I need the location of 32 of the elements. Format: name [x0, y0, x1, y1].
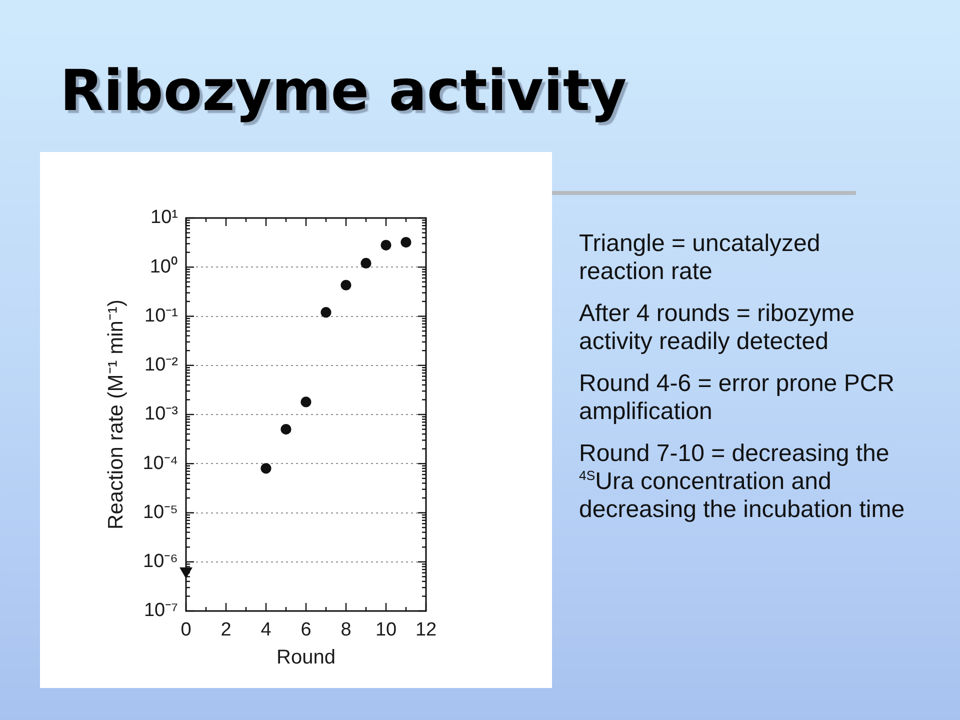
text: Round 7-10 = decreasing the $^{4S}$Ura concentration and decreasing the incubation time — [579, 440, 906, 524]
text: After 4 rounds = ribozyme activity readily detected — [579, 300, 856, 356]
y-tick-label: 10⁻⁶ — [143, 551, 178, 572]
y-tick-label: 10⁻³ — [144, 404, 178, 425]
point — [380, 240, 392, 250]
x-tick-label: 12 — [415, 620, 437, 641]
y-tick-label: 10⁻⁵ — [142, 502, 178, 523]
y-axis-title: Reaction rate (M⁻¹ min⁻¹) — [104, 300, 128, 530]
y-tick-label: 10⁰ — [150, 255, 178, 278]
y-tick-label: 10⁻⁴ — [142, 452, 178, 474]
chart-title: Ribozyme activity — [60, 59, 627, 124]
x-tick-label: 8 — [340, 620, 352, 641]
point — [400, 237, 412, 248]
point — [300, 396, 312, 408]
x-tick-label: 2 — [220, 620, 232, 641]
y-tick-label: 10⁻² — [144, 354, 178, 376]
point — [260, 463, 272, 474]
x-tick-label: 6 — [300, 620, 312, 641]
x-axis-title: Round — [276, 646, 336, 669]
x-tick-label: 4 — [260, 620, 272, 641]
point — [320, 307, 332, 318]
y-tick-label: 10¹ — [150, 207, 178, 228]
y-tick-label: 10⁻¹ — [144, 305, 178, 326]
point — [360, 258, 372, 269]
point — [280, 424, 292, 435]
y-tick-label: 10⁻⁷ — [144, 600, 178, 622]
point — [180, 567, 192, 578]
text: Round 4-6 = error prone PCR amplification — [579, 370, 896, 426]
text: Triangle = uncatalyzed reaction rate — [579, 230, 822, 286]
x-tick-label: 10 — [375, 620, 397, 641]
x-tick-label: 0 — [180, 620, 192, 641]
point — [340, 280, 352, 290]
